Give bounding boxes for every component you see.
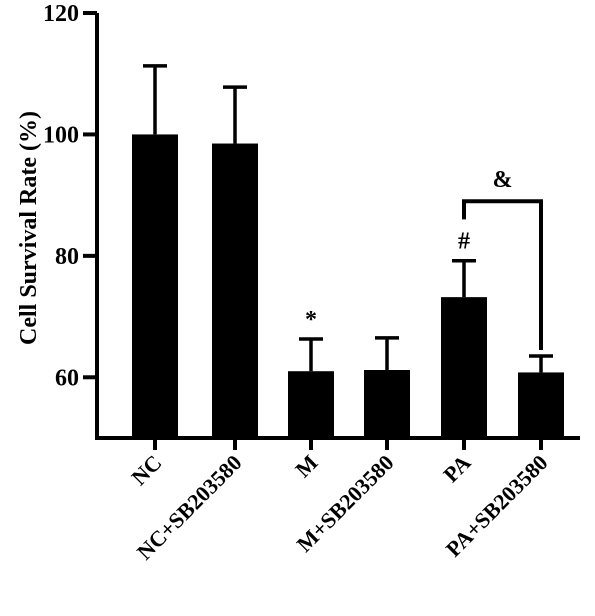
bar-nc [132, 134, 178, 438]
significance-marker: # [458, 229, 470, 255]
y-tick-label: 120 [43, 1, 79, 27]
x-category-label: PA [438, 450, 475, 487]
x-category-label: NC [126, 450, 166, 490]
comparison-bracket [462, 199, 543, 351]
bar-pa-sb203580 [518, 372, 564, 438]
comparison-marker: & [493, 167, 513, 193]
y-axis-title: Cell Survival Rate (%) [16, 111, 42, 345]
bar-m-sb203580 [364, 370, 410, 438]
y-tick-label: 60 [55, 365, 79, 391]
bar-pa [441, 297, 487, 438]
bar-nc-sb203580 [212, 143, 258, 439]
y-tick-label: 80 [55, 244, 79, 270]
x-category-label: M [290, 450, 323, 483]
y-tick-label: 100 [43, 122, 79, 148]
bar-m [288, 371, 334, 438]
significance-marker: * [305, 307, 317, 333]
